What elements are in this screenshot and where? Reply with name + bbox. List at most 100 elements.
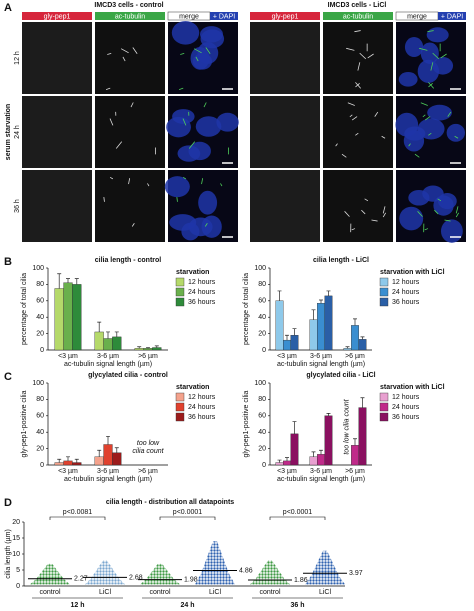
median-label: 2.68	[129, 574, 143, 581]
cilium	[374, 111, 379, 117]
cilium	[355, 82, 362, 89]
x-tick-label: 3-6 µm	[310, 353, 332, 360]
nucleus	[427, 104, 452, 121]
cilium	[201, 178, 204, 185]
channel-label: + DAPI	[213, 13, 235, 20]
x-tick-label: >6 µm	[138, 468, 158, 475]
cilium	[220, 183, 223, 187]
legend-label: 12 hours	[392, 394, 420, 401]
legend-label: 24 hours	[392, 289, 420, 296]
nucleus	[195, 116, 222, 137]
y-tick-label: 60	[36, 413, 44, 420]
error-bar	[137, 346, 142, 349]
cilium	[130, 102, 134, 108]
x-tick-label: LiCl	[99, 589, 112, 596]
annotation: too low	[137, 440, 160, 447]
panel-label: B	[4, 256, 12, 268]
bar	[324, 295, 333, 351]
bar	[143, 348, 153, 351]
header-bg	[323, 12, 393, 20]
cilium	[419, 47, 428, 51]
header-bg	[250, 12, 320, 20]
cilium	[381, 135, 386, 139]
header-bg	[95, 12, 165, 20]
error-bar	[353, 318, 357, 326]
error-bar	[57, 458, 62, 463]
cilium	[447, 111, 452, 117]
datapoint-cloud	[30, 563, 70, 585]
significance-bracket	[269, 516, 326, 520]
error-bar	[74, 278, 79, 285]
x-tick-label: >6 µm	[345, 468, 365, 475]
channel-label: merge	[407, 13, 427, 20]
bar	[358, 407, 367, 466]
cilium	[371, 219, 378, 222]
cilium	[205, 47, 211, 54]
cilium	[424, 228, 429, 231]
bar	[63, 282, 73, 351]
cilium	[357, 62, 361, 71]
legend-swatch	[175, 297, 185, 307]
bar	[72, 462, 82, 466]
cilium	[132, 47, 138, 54]
cilium	[428, 82, 435, 89]
channel-label: merge	[179, 13, 199, 20]
cilium	[204, 223, 208, 227]
legend-swatch	[379, 402, 389, 412]
significance-bracket	[49, 516, 106, 520]
x-tick-label: LiCl	[319, 589, 332, 596]
y-tick-label: 0	[40, 347, 44, 354]
bar	[72, 284, 82, 351]
y-tick-label: 10	[12, 551, 20, 558]
legend-title: starvation with LiCl	[380, 384, 445, 391]
row-label: 36 h	[14, 199, 21, 213]
cilium	[115, 141, 123, 149]
cilium	[420, 102, 428, 106]
header-bg	[438, 12, 466, 20]
header-bg	[210, 12, 238, 20]
error-bar	[353, 438, 357, 446]
micrograph	[250, 96, 320, 168]
error-bar	[74, 458, 79, 463]
panel-label: D	[4, 497, 12, 509]
legend-label: 36 hours	[188, 414, 216, 421]
bar	[63, 460, 73, 466]
cilium	[195, 56, 199, 62]
nucleus	[408, 189, 430, 206]
bar	[317, 454, 325, 466]
cilium	[382, 212, 387, 218]
nucleus	[420, 42, 439, 65]
cilium	[193, 48, 202, 54]
y-tick-label: 0	[40, 462, 44, 469]
bar	[112, 336, 122, 351]
bar	[358, 339, 367, 351]
micrograph	[250, 170, 320, 242]
legend-swatch	[379, 277, 389, 287]
y-tick-label: 80	[36, 281, 44, 288]
y-tick-label: 80	[258, 396, 266, 403]
bar	[94, 331, 104, 351]
x-tick-label: 3-6 µm	[97, 468, 119, 475]
y-axis-label: cilia length (µm)	[5, 529, 12, 579]
cilium	[120, 48, 129, 54]
y-tick-label: 80	[258, 281, 266, 288]
cilium	[109, 118, 114, 126]
error-bar	[97, 321, 102, 332]
error-bar	[319, 449, 323, 455]
bar	[103, 444, 113, 466]
channel-label: ac-tubulin	[343, 13, 373, 20]
bar	[351, 325, 359, 351]
channel-label: gly-pep1	[44, 13, 71, 20]
bar	[343, 348, 352, 351]
error-bar	[360, 397, 365, 408]
cilium	[432, 52, 440, 60]
p-value: p<0.0001	[173, 509, 202, 516]
cilium	[109, 176, 114, 180]
bar	[309, 456, 318, 466]
bar	[290, 433, 299, 466]
micrograph	[250, 22, 320, 94]
legend-title: starvation	[176, 384, 209, 391]
legend-label: 36 hours	[392, 299, 420, 306]
cilium	[427, 30, 434, 33]
row-label: 24 h	[14, 125, 21, 139]
